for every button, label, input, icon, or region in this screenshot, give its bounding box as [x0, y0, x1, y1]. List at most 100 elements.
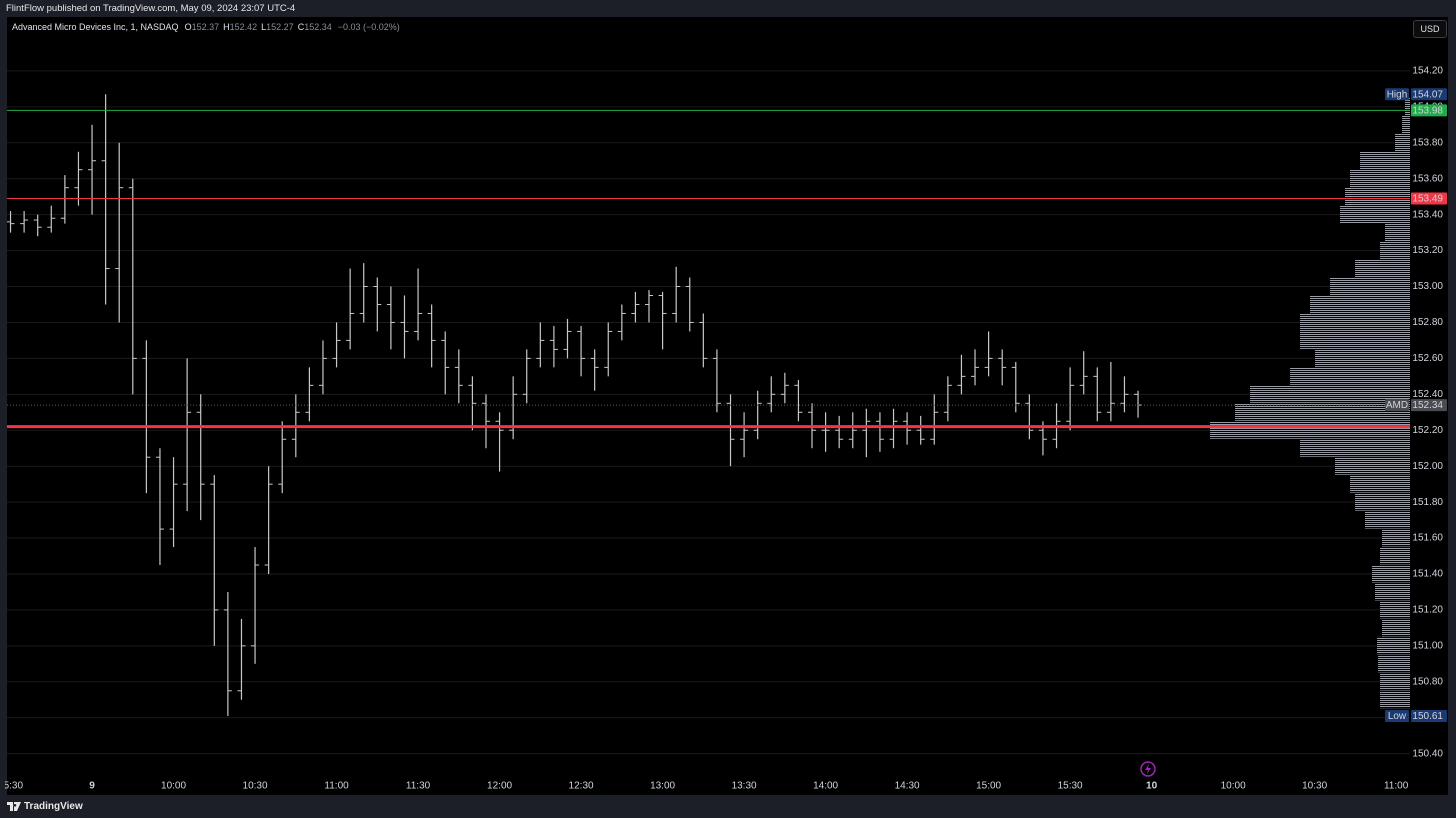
chart-background — [7, 17, 1448, 795]
volume-profile-bar — [1300, 331, 1410, 349]
ohlc-item: C152.34 — [298, 22, 332, 32]
volume-profile-bar — [1335, 457, 1410, 475]
marker-name-tag — [1385, 709, 1409, 722]
marker-name: High — [1387, 89, 1408, 100]
marker-name-tag — [1385, 88, 1409, 101]
marker-value: 150.61 — [1412, 711, 1443, 722]
ohlc-value: 152.42 — [229, 22, 258, 32]
x-tick-label: 11:00 — [324, 781, 349, 792]
marker-value: 152.34 — [1412, 400, 1443, 411]
ohlc-value: 152.27 — [266, 22, 294, 32]
x-tick-label: 15:00 — [976, 781, 1001, 792]
marker-value-tag — [1411, 709, 1447, 722]
level-tag — [1411, 104, 1447, 117]
volume-profile-bar — [1340, 205, 1410, 224]
x-tick-label: 14:00 — [813, 781, 838, 792]
y-tick-label: 153.80 — [1412, 137, 1443, 148]
volume-profile-bar — [1235, 403, 1410, 421]
y-tick-label: 151.80 — [1412, 497, 1443, 508]
volume-profile-bar — [1375, 582, 1410, 601]
ohlc-key: O — [184, 22, 192, 32]
volume-profile-bar — [1382, 529, 1410, 547]
brand-logo — [7, 802, 21, 811]
y-tick-label: 150.80 — [1412, 676, 1443, 687]
marker-name: AMD — [1386, 400, 1408, 411]
ohlc-item: L152.27 — [261, 22, 294, 32]
volume-profile-bar — [1380, 547, 1410, 565]
volume-profile-bar — [1380, 600, 1410, 619]
y-tick-label: 152.20 — [1412, 425, 1443, 436]
volume-profile-bar — [1330, 277, 1410, 295]
marker-value-tag — [1411, 88, 1447, 101]
y-tick-label: 153.60 — [1412, 173, 1443, 184]
volume-profile-bar — [1382, 618, 1410, 637]
x-tick-label: 11:30 — [406, 781, 431, 792]
change: −0.03 (−0.02%) — [337, 22, 400, 32]
ohlc-key: L — [261, 22, 267, 32]
brand-name: TradingView — [24, 801, 83, 812]
volume-profile-bar — [1355, 493, 1410, 511]
y-tick-label: 153.00 — [1412, 281, 1443, 292]
volume-profile-bar — [1210, 421, 1410, 439]
level-tag-label: 153.49 — [1412, 194, 1443, 205]
alert-icon[interactable] — [1140, 761, 1156, 777]
x-tick-label: 13:00 — [650, 781, 675, 792]
x-tick-label: 12:00 — [487, 781, 512, 792]
y-tick-label: 151.40 — [1412, 569, 1443, 580]
volume-profile-bar — [1385, 223, 1410, 242]
marker-value-tag — [1411, 399, 1447, 412]
ohlc-item: H152.42 — [223, 22, 257, 32]
publisher-line: FlintFlow published on TradingView.com, … — [6, 3, 296, 14]
symbol-legend: Advanced Micro Devices Inc, 1, NASDAQ O1… — [12, 22, 400, 32]
volume-profile-bar — [1378, 654, 1410, 673]
x-tick-label: 10:00 — [1221, 781, 1246, 792]
ohlc-value: 152.34 — [304, 22, 332, 32]
x-tick-label: 9 — [89, 781, 95, 792]
brand: TradingView — [7, 801, 83, 812]
volume-profile-bar — [1365, 511, 1410, 529]
y-tick-label: 152.80 — [1412, 317, 1443, 328]
x-tick-label: 12:30 — [569, 781, 594, 792]
ohlc-key: H — [223, 22, 230, 32]
y-tick-label: 153.20 — [1412, 245, 1443, 256]
volume-profile-bar — [1315, 349, 1410, 367]
marker-name: Low — [1388, 711, 1407, 722]
x-tick-label: 15:30 — [0, 781, 23, 792]
volume-profile-bar — [1402, 115, 1410, 134]
volume-profile-bar — [1345, 187, 1410, 206]
y-tick-label: 151.60 — [1412, 533, 1443, 544]
volume-profile-bar — [1250, 385, 1410, 403]
level-tag-label: 153.98 — [1412, 106, 1443, 117]
x-tick-label: 15:30 — [1058, 781, 1083, 792]
volume-profile-bar — [1350, 169, 1410, 188]
marker-value: 154.07 — [1412, 89, 1443, 100]
y-tick-label: 152.40 — [1412, 389, 1443, 400]
ohlc-value: 152.37 — [191, 22, 220, 32]
symbol-title: Advanced Micro Devices Inc, 1, NASDAQ — [12, 22, 179, 32]
volume-profile-bar — [1380, 241, 1410, 260]
y-tick-label: 154.20 — [1412, 66, 1443, 77]
x-tick-label: 14:30 — [895, 781, 920, 792]
volume-profile-bar — [1405, 97, 1410, 116]
x-tick-label: 10:30 — [1302, 781, 1327, 792]
volume-profile-bar — [1380, 690, 1410, 709]
currency-button[interactable]: USD — [1413, 20, 1447, 38]
ohlc-item: O152.37 — [185, 22, 220, 32]
y-tick-label: 150.40 — [1412, 748, 1443, 759]
y-tick-label: 151.20 — [1412, 605, 1443, 616]
y-tick-label: 153.40 — [1412, 209, 1443, 220]
ohlc-key: C — [297, 22, 305, 32]
level-tag — [1411, 192, 1447, 205]
x-tick-label: 10:00 — [161, 781, 186, 792]
volume-profile-bar — [1395, 133, 1410, 152]
x-tick-label: 10 — [1146, 781, 1158, 792]
volume-profile-bar — [1377, 636, 1410, 655]
volume-profile-bar — [1290, 367, 1410, 385]
volume-profile-bar — [1372, 565, 1410, 583]
x-tick-label: 11:00 — [1384, 781, 1409, 792]
x-tick-label: 13:30 — [732, 781, 757, 792]
volume-profile-bar — [1350, 475, 1410, 493]
volume-profile-bar — [1355, 259, 1410, 278]
